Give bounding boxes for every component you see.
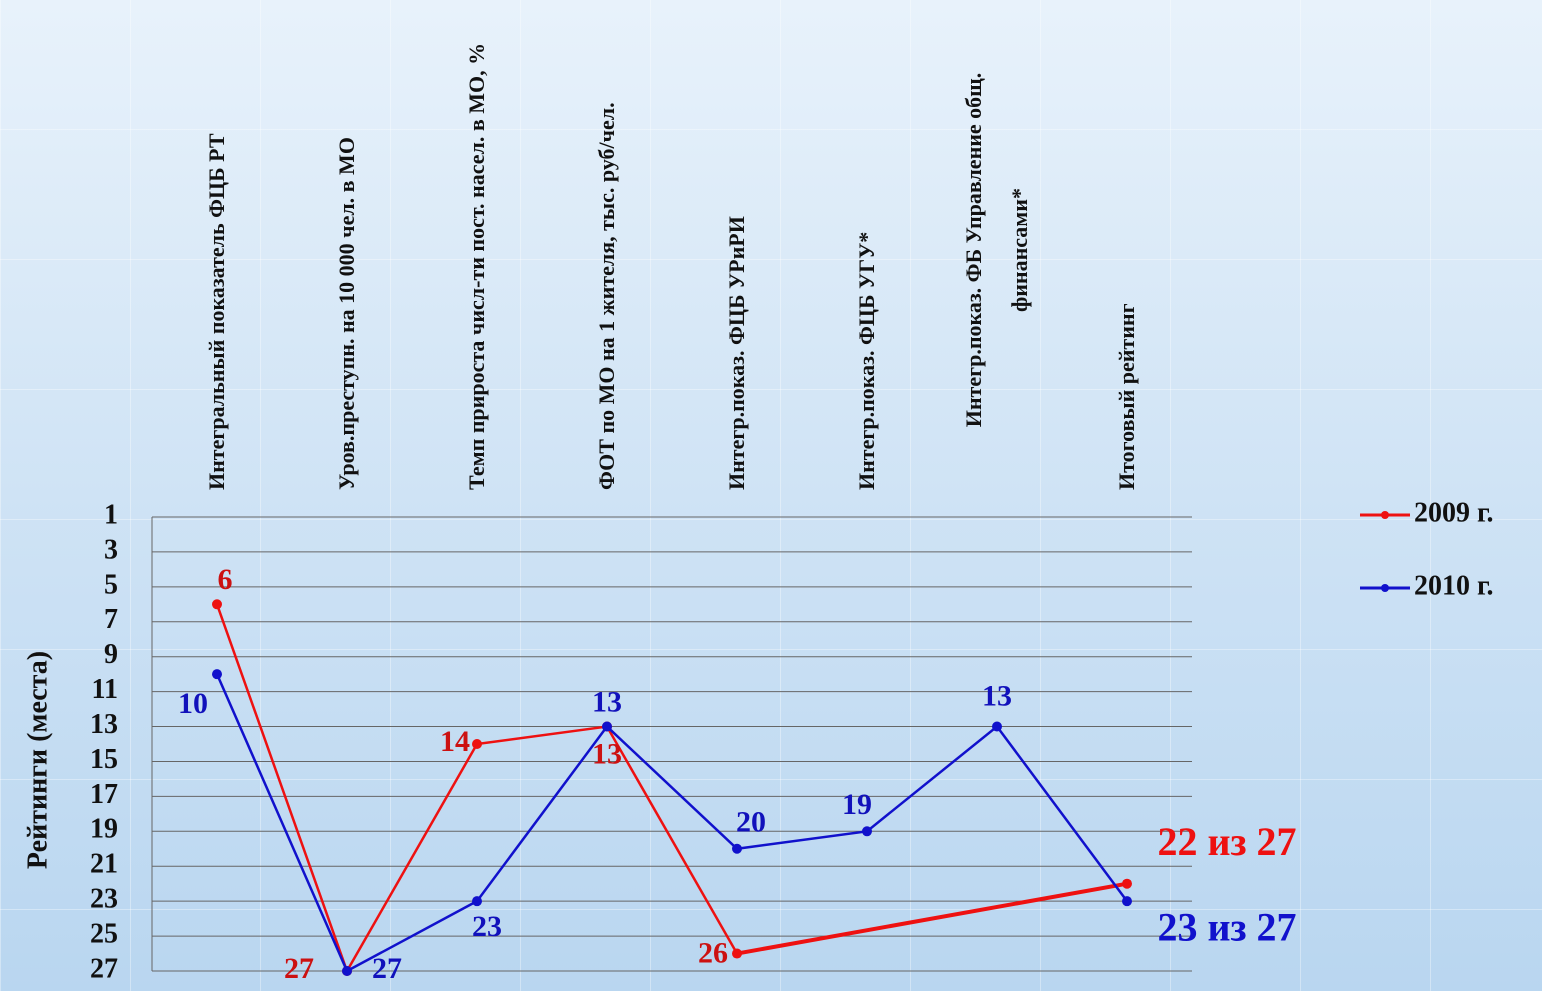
gap-connector (736, 881, 1128, 956)
data-point (992, 721, 1002, 732)
x-tick-label: Темп прироста числ-ти пост. насел. в МО,… (464, 42, 489, 490)
data-label: 27 (284, 952, 314, 985)
data-point (732, 843, 742, 854)
y-tick-label: 11 (92, 674, 118, 705)
x-tick-label: Интегр.показ. ФЦБ УРиРИ (724, 216, 749, 490)
data-label: 26 (698, 936, 728, 969)
data-label: 27 (372, 952, 402, 985)
data-point (1122, 896, 1132, 907)
y-tick-label: 15 (90, 744, 118, 775)
x-tick-label: Интегральный показатель ФЦБ РТ (204, 133, 229, 490)
x-tick-label: ФОТ по МО на 1 жителя, тыс. руб/чел. (594, 102, 619, 490)
y-tick-label: 25 (90, 918, 118, 949)
data-label: 22 из 27 (1157, 819, 1296, 864)
series-line (215, 673, 1129, 973)
legend-marker (1381, 511, 1389, 519)
data-label: 23 из 27 (1157, 904, 1296, 949)
data-point (602, 721, 612, 732)
x-tick-label: Интегр.показ. ФЦБ УГУ* (854, 231, 879, 490)
data-label: 13 (982, 679, 1012, 712)
y-tick-label: 27 (90, 953, 118, 984)
legend-marker (1381, 584, 1389, 592)
data-label: 13 (592, 737, 622, 770)
y-tick-label: 19 (90, 814, 118, 845)
data-label: 20 (736, 806, 766, 839)
legend-label: 2009 г. (1414, 497, 1494, 528)
data-point (212, 599, 222, 610)
legend-label: 2010 г. (1414, 570, 1494, 601)
y-tick-label: 13 (90, 709, 118, 740)
data-label: 19 (842, 788, 872, 821)
data-label: 6 (218, 563, 233, 596)
data-point (342, 966, 352, 976)
y-tick-label: 7 (104, 604, 118, 635)
data-point (472, 896, 482, 907)
data-label: 10 (178, 687, 208, 720)
data-label: 23 (472, 910, 502, 943)
data-point (862, 826, 872, 837)
x-tick-label: Интегр.показ. ФБ Управление общ. финанса… (961, 72, 1032, 428)
y-tick-label: 5 (104, 569, 118, 600)
x-tick-label: Итоговый рейтинг (1114, 303, 1139, 490)
y-tick-label: 21 (90, 849, 118, 880)
y-tick-label: 9 (104, 639, 118, 670)
data-point (472, 739, 482, 749)
data-label: 14 (440, 725, 470, 758)
data-label: 13 (592, 685, 622, 718)
data-point (732, 948, 742, 959)
y-tick-label: 17 (90, 779, 118, 810)
y-tick-label: 3 (104, 534, 118, 565)
data-point (212, 669, 222, 680)
y-tick-label: 1 (104, 499, 118, 530)
y-tick-label: 23 (90, 884, 118, 915)
x-tick-label: Уров.преступн. на 10 000 чел. в МО (334, 137, 359, 490)
y-axis-title: Рейтинги (места) (22, 651, 53, 869)
data-point (1122, 878, 1132, 889)
